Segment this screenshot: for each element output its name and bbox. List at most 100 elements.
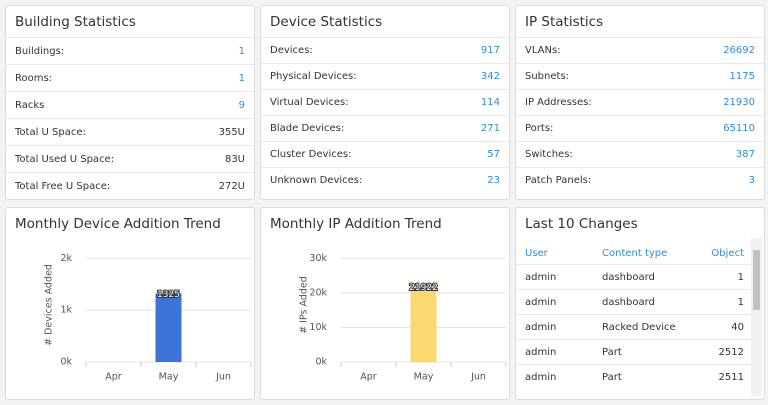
change-cell: 1 [692, 289, 752, 315]
stat-value: 1 [238, 46, 245, 57]
stat-row: Subnets: 1175 [516, 63, 764, 89]
stat-label: Rooms: [15, 73, 53, 84]
changes-table: User Content type Object admin dashboard 1 adm… [516, 242, 752, 390]
change-cell: 2511 [692, 364, 752, 390]
stat-label: Subnets: [525, 71, 570, 82]
stat-value: 57 [487, 149, 500, 160]
change-row: admin dashboard 1 [516, 264, 752, 290]
stat-value: 26692 [723, 45, 755, 56]
stat-row: Unknown Devices: 23 [261, 167, 509, 193]
panel-title: Building Statistics [15, 14, 136, 30]
change-row: admin Racked Device 40 [516, 314, 752, 340]
y-tick-label: 0k [60, 357, 72, 368]
change-cell: admin [516, 264, 593, 290]
stat-value: 355U [218, 127, 245, 138]
stat-row: Buildings: 1 [6, 37, 254, 64]
bar [155, 293, 182, 362]
stat-value: 1175 [729, 71, 755, 82]
stat-label: Unknown Devices: [270, 175, 363, 186]
stat-row: Total U Space: 355U [6, 118, 254, 145]
stat-row: VLANs: 26692 [516, 37, 764, 63]
stat-value: 21930 [723, 97, 755, 108]
change-cell: admin [516, 314, 593, 340]
change-row: admin dashboard 1 [516, 289, 752, 315]
stats-panel: Device Statistics Devices: 917 Physical Dev… [260, 5, 510, 200]
stat-row: IP Addresses: 21930 [516, 89, 764, 115]
data-label: 21922 [409, 283, 438, 293]
stat-label: Virtual Devices: [270, 97, 349, 108]
x-tick-label: Apr [105, 372, 122, 383]
chart-panel: Monthly IP Addition Trend # IPs Added 0k 10… [260, 207, 510, 400]
column-header: Content type [602, 247, 668, 259]
stat-label: Ports: [525, 123, 554, 134]
stat-value: 387 [735, 149, 755, 160]
stat-row: Total Free U Space: 272U [6, 172, 254, 199]
stat-row: Devices: 917 [261, 37, 509, 63]
column-header: User [525, 247, 548, 259]
stat-label: Total Used U Space: [15, 154, 115, 165]
stat-label: Switches: [525, 149, 573, 160]
stat-value: 1 [238, 73, 245, 84]
stat-row: Racks 9 [6, 91, 254, 118]
stat-label: Patch Panels: [525, 175, 592, 186]
change-cell: 1 [692, 264, 752, 290]
chart-panel: Monthly Device Addition Trend # Devices A… [5, 207, 255, 400]
stat-row: Total Used U Space: 83U [6, 145, 254, 172]
change-row: admin Part 2512 [516, 339, 752, 365]
y-tick-label: 2k [60, 253, 72, 264]
stat-row: Rooms: 1 [6, 64, 254, 91]
stat-row: Cluster Devices: 57 [261, 141, 509, 167]
change-cell: admin [516, 364, 593, 390]
stats-panel: IP Statistics VLANs: 26692 Subnets: 1175 IP A… [515, 5, 765, 200]
scroll-thumb[interactable] [753, 250, 760, 310]
stat-value: 83U [224, 154, 245, 165]
x-tick-label: Apr [360, 372, 377, 383]
change-row: admin Part 2511 [516, 364, 752, 390]
panel-title: IP Statistics [525, 14, 604, 30]
panel-title: Monthly IP Addition Trend [270, 216, 442, 232]
change-cell: Part [593, 339, 692, 365]
stat-label: Racks [15, 100, 45, 111]
x-tick-label: May [414, 372, 434, 383]
change-cell: admin [516, 289, 593, 315]
stat-value: 271 [480, 123, 500, 134]
stat-label: IP Addresses: [525, 97, 592, 108]
stat-label: Total Free U Space: [15, 181, 111, 192]
stat-value: 114 [480, 97, 500, 108]
scrollbar[interactable] [751, 238, 762, 396]
stat-value: 342 [480, 71, 500, 82]
changes-panel: Last 10 Changes User Content type Object ad… [515, 207, 765, 400]
stat-label: Cluster Devices: [270, 149, 352, 160]
chart: # Devices Added 0k 1k 2k Apr May 1325 Jun [44, 253, 252, 383]
y-tick-label: 1k [60, 305, 72, 316]
x-tick-label: Jun [215, 372, 231, 383]
stat-label: Blade Devices: [270, 123, 345, 134]
stat-value: 23 [487, 175, 500, 186]
column-header: Object [711, 247, 744, 259]
x-tick-label: Jun [470, 372, 486, 383]
stats-panel: Building Statistics Buildings: 1 Rooms: 1 Rac… [5, 5, 255, 200]
bar [410, 286, 437, 362]
stat-label: Physical Devices: [270, 71, 357, 82]
y-tick-label: 0k [315, 357, 327, 368]
change-cell: 40 [692, 314, 752, 340]
stat-label: Total U Space: [15, 127, 86, 138]
stat-label: Buildings: [15, 46, 65, 57]
stat-value: 3 [748, 175, 755, 186]
y-axis-label: # IPs Added [299, 276, 310, 334]
y-tick-label: 30k [309, 253, 327, 264]
stat-value: 272U [218, 181, 245, 192]
stat-row: Ports: 65110 [516, 115, 764, 141]
stat-row: Virtual Devices: 114 [261, 89, 509, 115]
data-label: 1325 [157, 290, 180, 300]
stat-row: Blade Devices: 271 [261, 115, 509, 141]
stat-label: Devices: [270, 45, 313, 56]
chart: # IPs Added 0k 10k 20k 30k Apr May 21922 Jun [299, 253, 507, 383]
change-cell: Racked Device [593, 314, 692, 340]
stat-value: 9 [238, 100, 245, 111]
change-cell: admin [516, 339, 593, 365]
change-cell: Part [593, 364, 692, 390]
y-tick-label: 20k [309, 287, 327, 298]
x-tick-label: May [159, 372, 179, 383]
change-cell: 2512 [692, 339, 752, 365]
